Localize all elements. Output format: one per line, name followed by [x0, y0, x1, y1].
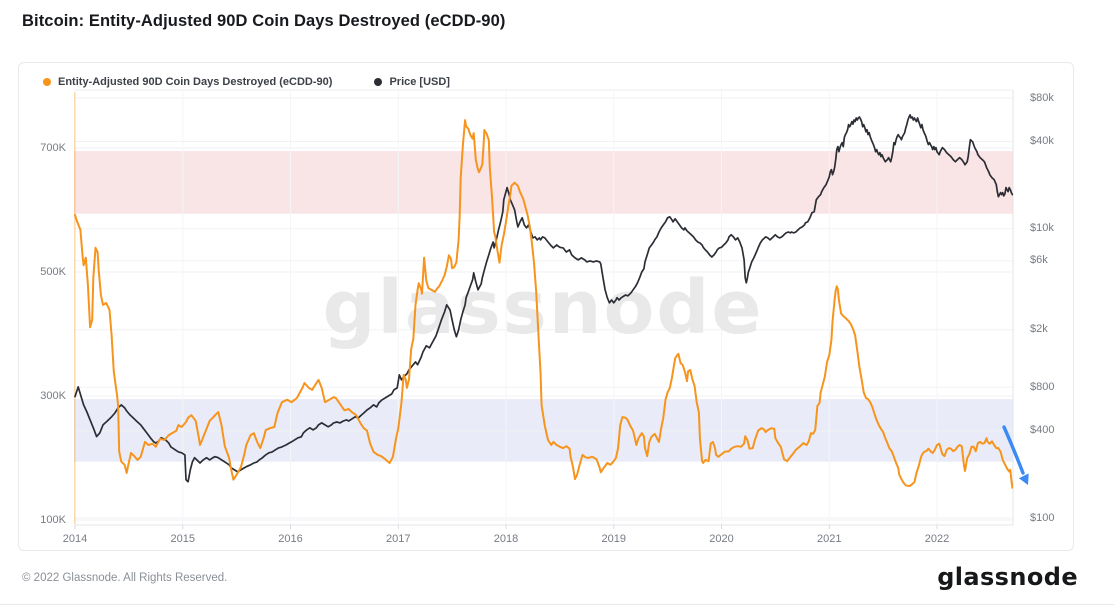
page-title: Bitcoin: Entity-Adjusted 90D Coin Days D… [22, 12, 506, 30]
legend-item-price[interactable]: Price [USD] [374, 76, 450, 88]
legend-label: Price [USD] [389, 76, 450, 88]
legend-dot-icon [43, 78, 51, 86]
legend-label: Entity-Adjusted 90D Coin Days Destroyed … [58, 76, 333, 88]
chart-legend: Entity-Adjusted 90D Coin Days Destroyed … [43, 71, 450, 93]
glassnode-logo: glassnode [937, 563, 1078, 591]
copyright-text: © 2022 Glassnode. All Rights Reserved. [22, 572, 228, 584]
bottom-divider [0, 604, 1114, 605]
legend-item-ecdd[interactable]: Entity-Adjusted 90D Coin Days Destroyed … [43, 76, 332, 88]
legend-dot-icon [374, 78, 383, 86]
chart-card: Entity-Adjusted 90D Coin Days Destroyed … [18, 62, 1074, 551]
